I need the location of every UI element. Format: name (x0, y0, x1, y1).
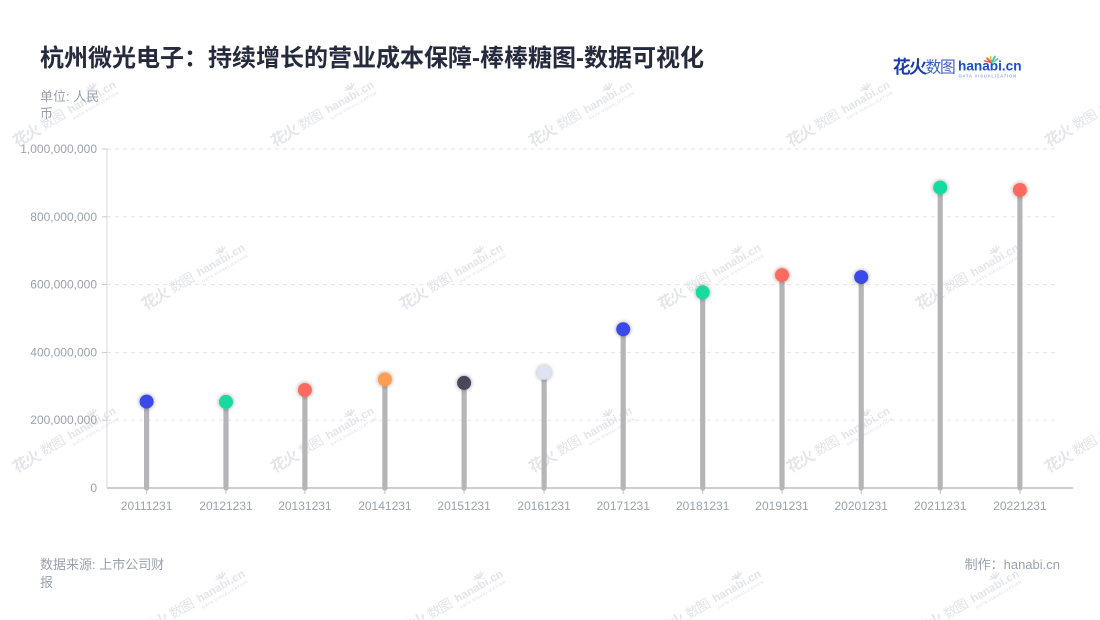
svg-text:400,000,000: 400,000,000 (30, 345, 97, 359)
svg-text:20141231: 20141231 (358, 499, 412, 513)
svg-text:0: 0 (90, 481, 97, 495)
svg-text:800,000,000: 800,000,000 (30, 210, 97, 224)
svg-text:20171231: 20171231 (597, 499, 651, 513)
svg-text:600,000,000: 600,000,000 (30, 278, 97, 292)
svg-text:20221231: 20221231 (993, 499, 1047, 513)
svg-text:20111231: 20111231 (121, 499, 173, 513)
svg-text:20191231: 20191231 (755, 499, 809, 513)
svg-text:1,000,000,000: 1,000,000,000 (20, 142, 97, 156)
svg-text:20121231: 20121231 (199, 499, 253, 513)
svg-text:20131231: 20131231 (278, 499, 332, 513)
svg-text:200,000,000: 200,000,000 (30, 413, 97, 427)
svg-text:20211231: 20211231 (914, 499, 967, 513)
svg-text:20201231: 20201231 (835, 499, 889, 513)
svg-text:20151231: 20151231 (437, 499, 491, 513)
svg-text:20181231: 20181231 (676, 499, 730, 513)
svg-text:20161231: 20161231 (517, 499, 571, 513)
